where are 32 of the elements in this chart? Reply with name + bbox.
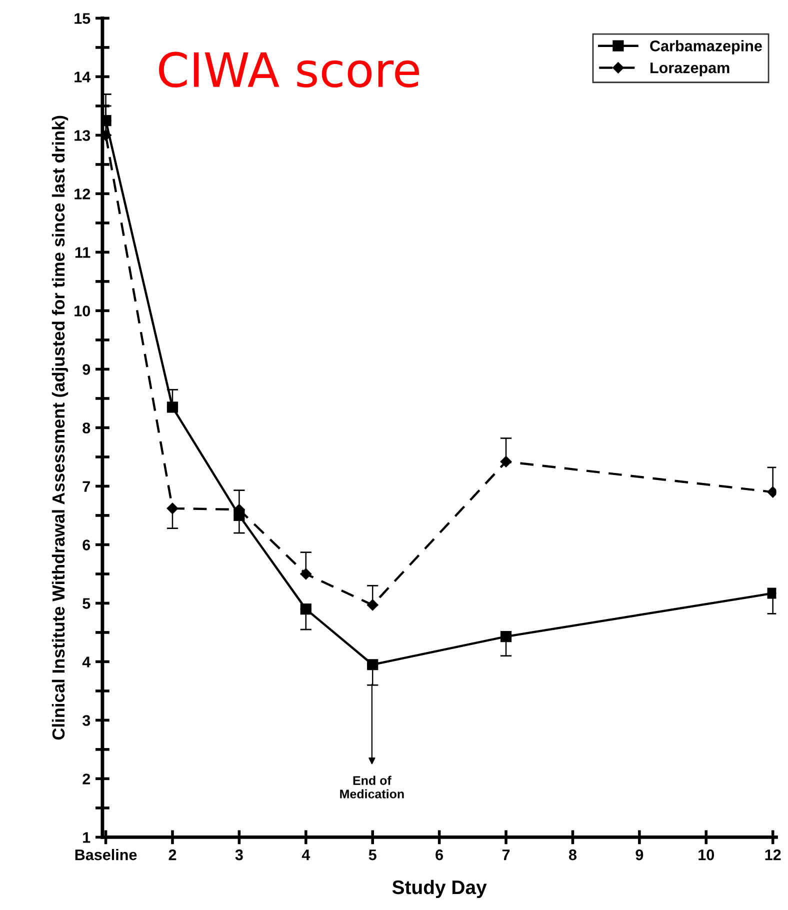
y-tick-label: 5 (82, 598, 90, 609)
x-tick-label: 5 (368, 850, 376, 860)
legend-label: Lorazepam (650, 62, 730, 76)
x-tick-label: 4 (302, 850, 310, 860)
x-tick-label: 9 (636, 849, 644, 860)
x-tick-label: 6 (436, 849, 444, 860)
y-tick-label: 12 (74, 188, 90, 200)
y-tick-label: 11 (75, 247, 90, 258)
y-axis-title: Clinical Institute Withdrawal Assessment (adjusted for time since last drink) (52, 116, 68, 740)
y-tick-label: 9 (82, 364, 90, 375)
x-tick-label: 2 (168, 849, 176, 860)
x-tick-label: 12 (765, 849, 781, 860)
y-tick-label: 14 (74, 72, 91, 82)
x-tick-label: 3 (235, 849, 243, 860)
y-tick-label: 8 (82, 422, 90, 434)
y-tick-label: 15 (74, 13, 90, 24)
text: CIWA score (158, 52, 419, 88)
x-axis-title: Study Day (392, 880, 487, 898)
y-tick-label: 2 (82, 774, 90, 784)
x-tick-label: 10 (698, 849, 714, 860)
y-tick-label: 13 (74, 130, 90, 141)
y-tick-label: 4 (82, 656, 91, 668)
y-tick-label: 6 (82, 540, 90, 550)
y-tick-label: 3 (82, 715, 90, 726)
y-tick-label: 7 (82, 481, 90, 492)
y-tick-label: 1 (83, 832, 90, 843)
annotation: End of Medication (340, 776, 404, 798)
x-tick-label: Baseline (75, 849, 137, 860)
x-tick-label: 8 (568, 849, 577, 860)
y-tick-label: 10 (74, 306, 90, 316)
legend-label: Carbamazepine (650, 40, 762, 54)
x-tick-label: 7 (502, 850, 510, 860)
